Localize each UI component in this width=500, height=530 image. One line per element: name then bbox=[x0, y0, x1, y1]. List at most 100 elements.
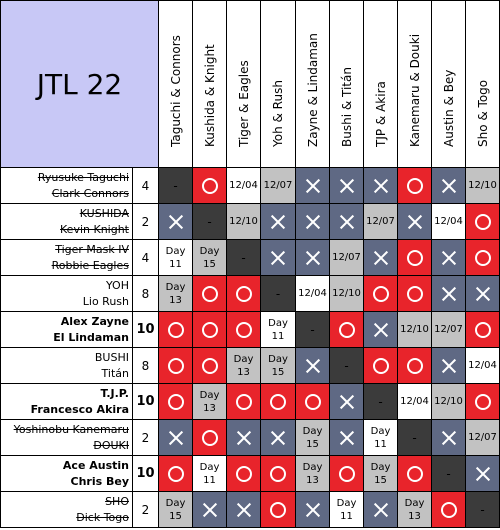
result-cell bbox=[261, 384, 296, 420]
loss-cross-icon bbox=[340, 431, 354, 445]
team-name: Tiger Mask IV Robbie Eagles bbox=[0, 240, 133, 276]
team-name: KUSHIDA Kevin Knight bbox=[0, 204, 133, 240]
result-cell bbox=[261, 204, 296, 240]
result-cell bbox=[432, 168, 466, 204]
scheduled-date: 12/04 bbox=[468, 360, 497, 371]
loss-cross-icon bbox=[271, 251, 285, 265]
result-cell: 12/07 bbox=[364, 204, 398, 240]
win-circle-icon bbox=[270, 465, 286, 482]
result-cell bbox=[193, 168, 227, 204]
scheduled-date: 12/04 bbox=[434, 216, 463, 227]
loss-cross-icon bbox=[442, 179, 456, 193]
win-circle-icon bbox=[201, 285, 218, 302]
self-match-dash: - bbox=[344, 358, 349, 373]
win-circle-icon bbox=[440, 501, 457, 518]
result-cell bbox=[261, 456, 296, 492]
scheduled-date: 12/10 bbox=[332, 288, 361, 299]
win-circle-icon bbox=[338, 465, 355, 482]
wrestler-name: Dick Togo bbox=[76, 510, 129, 524]
result-cell: 12/10 bbox=[398, 312, 432, 348]
wrestler-name: Kevin Knight bbox=[60, 222, 129, 236]
result-cell bbox=[432, 420, 466, 456]
loss-cross-icon bbox=[169, 431, 183, 445]
wrestler-name: El Lindaman bbox=[53, 330, 129, 344]
loss-cross-icon bbox=[374, 503, 388, 517]
loss-cross-icon bbox=[340, 179, 354, 193]
result-cell bbox=[364, 168, 398, 204]
team-name: BUSHI Titán bbox=[0, 348, 133, 384]
result-cell bbox=[159, 384, 193, 420]
win-circle-icon bbox=[372, 357, 389, 374]
win-circle-icon bbox=[338, 321, 355, 338]
loss-cross-icon bbox=[442, 251, 456, 265]
column-header: Kushida & Knight bbox=[193, 0, 227, 168]
wrestler-name: T.J.P. bbox=[100, 386, 129, 400]
result-cell: Day 11 bbox=[159, 240, 193, 276]
result-cell: 12/04 bbox=[398, 384, 432, 420]
result-cell bbox=[296, 168, 330, 204]
result-cell bbox=[398, 204, 432, 240]
loss-cross-icon bbox=[374, 251, 388, 265]
loss-cross-icon bbox=[442, 431, 456, 445]
result-cell bbox=[193, 492, 227, 528]
result-cell bbox=[330, 168, 364, 204]
column-header-label: Zayne & Lindaman bbox=[305, 33, 320, 147]
result-cell bbox=[296, 492, 330, 528]
win-circle-icon bbox=[167, 393, 184, 410]
loss-cross-icon bbox=[340, 395, 354, 409]
team-name: Yoshinobu Kanemaru DOUKI bbox=[0, 420, 133, 456]
result-cell: Day 13 bbox=[193, 384, 227, 420]
result-cell: 12/04 bbox=[466, 348, 500, 384]
win-circle-icon bbox=[201, 177, 218, 194]
win-circle-icon bbox=[235, 321, 252, 338]
result-cell bbox=[364, 276, 398, 312]
win-circle-icon bbox=[270, 393, 286, 410]
result-cell: - bbox=[261, 276, 296, 312]
self-match-dash: - bbox=[310, 322, 315, 337]
win-circle-icon bbox=[474, 321, 491, 338]
result-cell: Day 11 bbox=[330, 492, 364, 528]
self-match-dash: - bbox=[275, 286, 281, 301]
loss-cross-icon bbox=[340, 215, 354, 229]
column-header: Tiger & Eagles bbox=[227, 0, 261, 168]
result-cell: - bbox=[330, 348, 364, 384]
result-cell bbox=[296, 348, 330, 384]
result-cell bbox=[296, 240, 330, 276]
scheduled-date: Day 13 bbox=[233, 353, 254, 378]
win-circle-icon bbox=[167, 357, 184, 374]
result-cell: - bbox=[466, 492, 500, 528]
wrestler-name: Yoshinobu Kanemaru bbox=[13, 422, 129, 436]
scheduled-date: 12/10 bbox=[434, 396, 463, 407]
result-cell: 12/07 bbox=[466, 420, 500, 456]
wrestler-name: Francesco Akira bbox=[30, 402, 129, 416]
win-circle-icon bbox=[201, 357, 218, 374]
result-cell bbox=[227, 492, 261, 528]
result-cell: - bbox=[159, 168, 193, 204]
result-cell bbox=[159, 312, 193, 348]
wrestler-name: Ryusuke Taguchi bbox=[37, 170, 129, 184]
result-cell bbox=[398, 456, 432, 492]
result-cell bbox=[261, 240, 296, 276]
result-cell: 12/10 bbox=[466, 168, 500, 204]
scheduled-date: Day 15 bbox=[165, 497, 186, 522]
result-cell bbox=[466, 312, 500, 348]
self-match-dash: - bbox=[378, 394, 383, 409]
result-cell bbox=[330, 312, 364, 348]
win-circle-icon bbox=[270, 501, 286, 518]
scheduled-date: 12/10 bbox=[400, 324, 429, 335]
result-cell bbox=[364, 492, 398, 528]
win-circle-icon bbox=[235, 285, 252, 302]
result-cell bbox=[432, 492, 466, 528]
scheduled-date: 12/07 bbox=[434, 324, 463, 335]
loss-cross-icon bbox=[271, 215, 285, 229]
result-cell bbox=[432, 276, 466, 312]
result-cell bbox=[330, 420, 364, 456]
scheduled-date: Day 11 bbox=[370, 425, 391, 450]
win-circle-icon bbox=[235, 465, 252, 482]
team-points: 2 bbox=[133, 204, 159, 240]
wrestler-name: BUSHI bbox=[94, 350, 129, 364]
wrestler-name: Ace Austin bbox=[62, 458, 129, 472]
result-cell: 12/07 bbox=[330, 240, 364, 276]
self-match-dash: - bbox=[241, 250, 246, 265]
